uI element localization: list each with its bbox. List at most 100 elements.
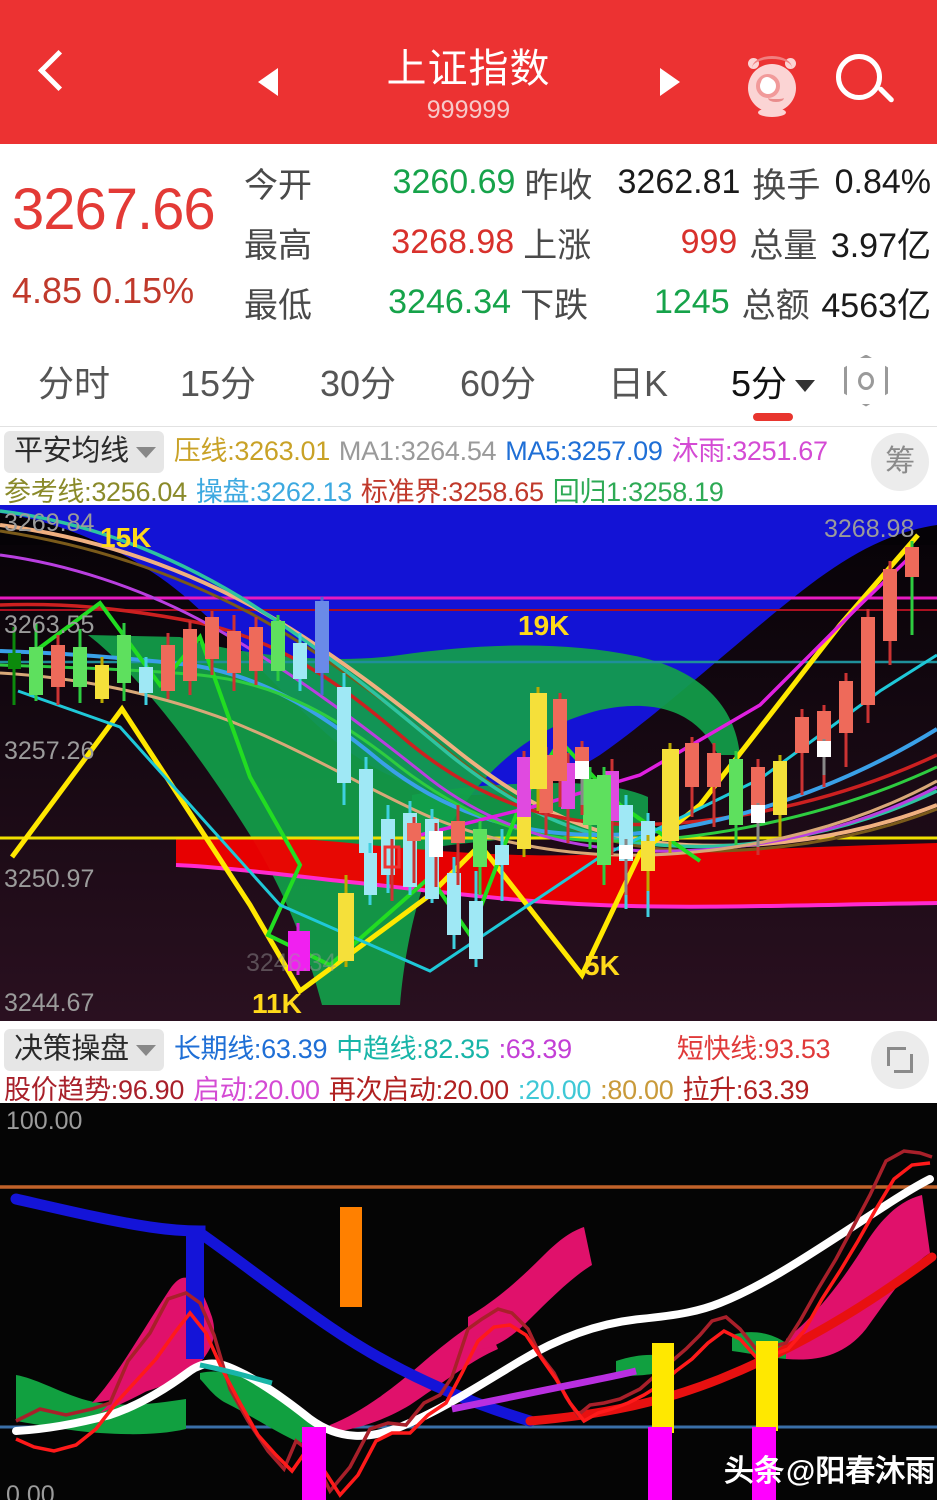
candle	[861, 609, 875, 723]
candle	[905, 541, 919, 635]
chart-annotation-5k: 5K	[584, 950, 620, 981]
chip-distribution-button[interactable]: 筹	[871, 433, 929, 491]
legend-item-caopan: 操盘:3262.13	[195, 477, 352, 505]
candle	[249, 617, 263, 685]
sub-indicator-chart[interactable]: 100.00 0.00 头条 @阳春沐雨1	[0, 1103, 937, 1500]
search-icon[interactable]	[832, 50, 896, 114]
quote-value: 0.84%	[834, 162, 931, 201]
legend-item-extra2: :20.00	[517, 1075, 592, 1103]
chart-settings-icon[interactable]	[838, 353, 894, 409]
candle	[293, 633, 307, 691]
candle	[729, 751, 743, 845]
y-axis-label: 3257.26	[4, 737, 94, 765]
quote-label: 最高	[244, 226, 312, 265]
candle	[839, 673, 853, 767]
candle	[447, 857, 461, 949]
quote-panel: 3267.66 4.85 0.15% 今开 3260.69 昨收 3262.81…	[0, 144, 937, 335]
candle	[795, 709, 809, 795]
signal-bar-magenta	[752, 1427, 776, 1500]
quote-label: 最低	[244, 286, 312, 325]
line-purple-segment	[451, 1367, 637, 1413]
candle	[575, 761, 589, 805]
legend-item-ma5: MA5:3257.09	[505, 436, 663, 466]
active-tab-underline	[753, 412, 793, 421]
candle	[517, 817, 531, 857]
change-abs: 4.85	[12, 270, 83, 311]
candle	[161, 633, 175, 699]
area-pink-2b	[468, 1227, 592, 1350]
sub-y-axis-label-top: 100.00	[6, 1107, 82, 1135]
candle	[51, 635, 65, 705]
candle	[685, 737, 699, 817]
candle	[29, 623, 43, 701]
candle	[641, 835, 655, 891]
back-button[interactable]	[30, 48, 76, 100]
chart-divider	[0, 1021, 937, 1025]
tab-60min[interactable]: 60分	[459, 362, 537, 404]
tab-dayk[interactable]: 日K	[607, 362, 668, 404]
price-tag-low: 3246.34	[246, 949, 336, 977]
expand-arrows-icon[interactable]	[871, 1031, 929, 1089]
candle	[383, 839, 401, 901]
chevron-down-icon	[795, 379, 816, 392]
next-stock-icon[interactable]	[660, 68, 680, 96]
line-gujiaqushi	[15, 1149, 933, 1495]
signal-bar-orange	[340, 1207, 362, 1307]
candle	[338, 875, 354, 967]
main-candlestick-chart[interactable]: 3269.84 3263.55 3257.26 3250.97 3244.67 …	[0, 505, 937, 1021]
sub-chart-svg[interactable]: 100.00 0.00 头条 @阳春沐雨1	[0, 1103, 937, 1500]
chart-annotation-15k: 15K	[100, 522, 151, 553]
prev-stock-icon[interactable]	[258, 68, 278, 96]
quote-label: 今开	[244, 166, 312, 205]
candle	[619, 839, 633, 895]
quote-label: 总额	[741, 286, 810, 325]
indicator-selector-main[interactable]: 平安均线	[4, 431, 164, 473]
candle	[817, 739, 831, 775]
candle	[495, 829, 509, 901]
area-pink-3	[786, 1195, 930, 1360]
mascot-robot-icon[interactable]	[742, 50, 802, 117]
candle	[359, 757, 373, 865]
candle	[227, 615, 241, 691]
quote-label: 换手	[752, 166, 821, 205]
legend-item-huigui1: 回归1:3258.19	[552, 477, 724, 505]
candle	[364, 843, 377, 905]
red-band-edge	[175, 863, 937, 909]
line-teal-segment	[199, 1362, 273, 1386]
y-axis-label: 3250.97	[4, 865, 94, 893]
chart-annotation-19k: 19K	[518, 610, 569, 641]
candle	[407, 817, 421, 883]
signal-bar-yellow	[756, 1341, 778, 1431]
candle	[583, 767, 597, 849]
price-change: 4.85 0.15%	[12, 270, 194, 312]
legend-item-gujiaqushi: 股价趋势:96.90	[4, 1075, 185, 1103]
candle	[117, 623, 131, 701]
y-axis-label: 3269.84	[4, 509, 94, 537]
candle	[73, 629, 87, 703]
tab-fenshi[interactable]: 分时	[37, 362, 110, 404]
legend-item-lasheng: 拉升:63.39	[682, 1075, 810, 1103]
indicator-selector-sub[interactable]: 决策操盘	[4, 1029, 164, 1071]
quote-row: 最高 3268.98 上涨 999 总量 3.97亿	[244, 212, 937, 272]
quote-grid: 今开 3260.69 昨收 3262.81 换手 0.84% 最高 3268.9…	[244, 152, 937, 332]
quote-value: 3246.34	[388, 282, 512, 321]
candle	[205, 611, 219, 675]
candle	[530, 687, 547, 811]
tab-30min[interactable]: 30分	[319, 362, 397, 404]
candle	[473, 821, 487, 895]
tab-5min[interactable]: 5分	[708, 355, 838, 421]
candle	[8, 627, 21, 705]
candle	[707, 743, 721, 827]
candle	[597, 767, 611, 885]
line-changqixian	[10, 1193, 536, 1427]
legend-item-biaozhunjie: 标准界:3258.65	[360, 477, 544, 505]
tab-15min[interactable]: 15分	[179, 362, 257, 404]
legend-item-zhongqushixian: 中趋线:82.35	[336, 1034, 490, 1064]
chevron-down-icon	[135, 446, 156, 458]
price-tag-high: 3268.98	[824, 515, 914, 543]
chart-annotation-11k: 11K	[252, 988, 302, 1019]
main-chart-svg[interactable]: 3269.84 3263.55 3257.26 3250.97 3244.67 …	[0, 505, 937, 1021]
quote-label: 上涨	[523, 226, 592, 265]
legend-item-ma1: MA1:3264.54	[338, 436, 497, 466]
quote-label: 下跌	[520, 286, 589, 325]
